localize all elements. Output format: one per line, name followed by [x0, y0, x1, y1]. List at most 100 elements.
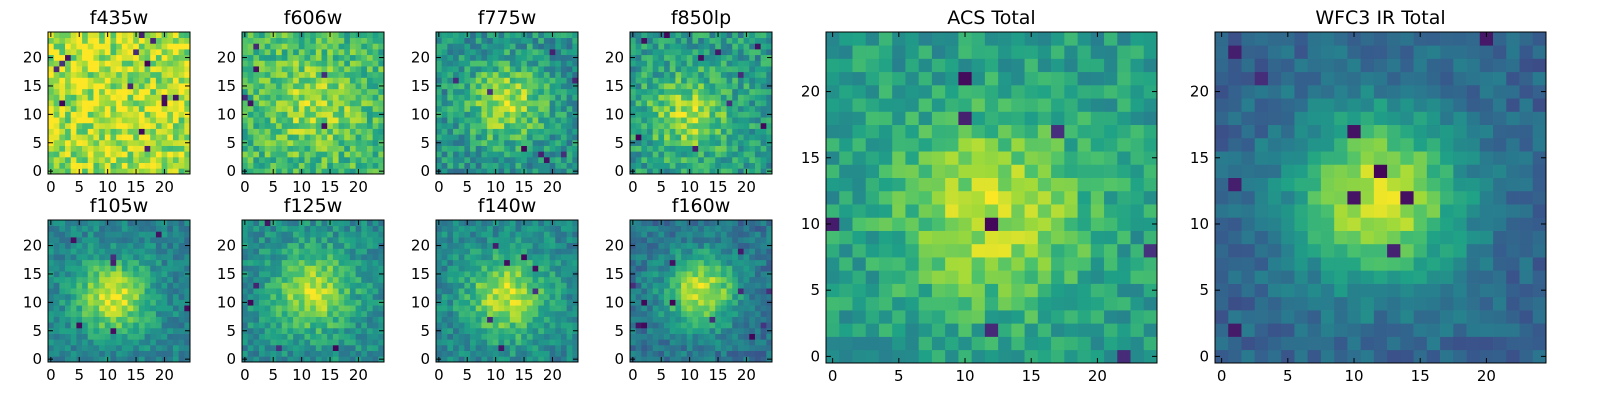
heatmap-cell — [481, 259, 488, 266]
heatmap-cell — [532, 225, 539, 232]
heatmap-cell — [53, 282, 60, 289]
heatmap-cell — [647, 339, 654, 346]
heatmap-cell — [526, 282, 533, 289]
heatmap-cell — [532, 37, 539, 44]
heatmap-cell — [566, 37, 573, 44]
heatmap-cell — [509, 299, 516, 306]
heatmap-cell — [481, 43, 488, 50]
heatmap-cell — [464, 37, 471, 44]
heatmap-cell — [572, 316, 579, 323]
heatmap-cell — [698, 83, 705, 90]
heatmap-cell — [572, 117, 579, 124]
heatmap-cell — [715, 71, 722, 78]
heatmap-cell — [526, 265, 533, 272]
heatmap-cell — [647, 100, 654, 107]
heatmap-cell — [572, 333, 579, 340]
heatmap-cell — [99, 66, 106, 73]
heatmap-cell — [372, 168, 379, 175]
heatmap-cell — [549, 105, 556, 112]
heatmap-cell — [161, 225, 168, 232]
heatmap-cell — [760, 49, 767, 56]
heatmap-cell — [259, 168, 266, 175]
heatmap-cell — [253, 339, 260, 346]
heatmap-cell — [150, 151, 157, 158]
heatmap-cell — [526, 276, 533, 283]
heatmap-cell — [641, 162, 648, 169]
heatmap-cell — [53, 139, 60, 146]
heatmap-cell — [481, 333, 488, 340]
heatmap-cell — [532, 100, 539, 107]
heatmap-cell — [675, 356, 682, 363]
heatmap-cell — [549, 276, 556, 283]
heatmap-cell — [635, 37, 642, 44]
heatmap-cell — [87, 111, 94, 118]
heatmap-cell — [641, 105, 648, 112]
heatmap-cell — [48, 156, 55, 163]
heatmap-cell — [310, 43, 317, 50]
heatmap-cell — [560, 254, 567, 261]
heatmap-cell — [76, 156, 83, 163]
heatmap-cell — [715, 282, 722, 289]
heatmap-cell — [138, 293, 145, 300]
heatmap-cell — [492, 271, 499, 278]
y-tick-label: 0 — [420, 350, 430, 368]
heatmap-cell — [259, 43, 266, 50]
y-tick-label: 10 — [411, 105, 430, 123]
heatmap-cell — [698, 88, 705, 95]
heatmap-cell — [259, 339, 266, 346]
heatmap-cell — [349, 265, 356, 272]
heatmap-cell — [766, 66, 773, 73]
heatmap-cell — [53, 117, 60, 124]
heatmap-cell — [447, 32, 454, 39]
heatmap-cell — [242, 231, 249, 238]
heatmap-cell — [161, 43, 168, 50]
heatmap-cell — [304, 71, 311, 78]
heatmap-cell — [344, 168, 351, 175]
heatmap-cell — [281, 54, 288, 61]
heatmap-cell — [242, 350, 249, 357]
heatmap-cell — [669, 54, 676, 61]
heatmap-cell — [172, 100, 179, 107]
heatmap-cell — [65, 49, 72, 56]
heatmap-cell — [65, 259, 72, 266]
heatmap-cell — [652, 128, 659, 135]
heatmap-cell — [338, 156, 345, 163]
heatmap-cell — [87, 83, 94, 90]
heatmap-cell — [543, 66, 550, 73]
heatmap-cell — [247, 254, 254, 261]
heatmap-cell — [59, 259, 66, 266]
heatmap-cell — [82, 254, 89, 261]
heatmap-cell — [361, 88, 368, 95]
heatmap-cell — [732, 88, 739, 95]
heatmap-cell — [253, 310, 260, 317]
heatmap-cell — [178, 248, 185, 255]
heatmap-cell — [436, 122, 443, 129]
heatmap-cell — [259, 333, 266, 340]
heatmap-cell — [116, 356, 123, 363]
heatmap-cell — [526, 248, 533, 255]
heatmap-cell — [281, 162, 288, 169]
heatmap-cell — [538, 344, 545, 351]
heatmap-cell — [104, 231, 111, 238]
heatmap-cell — [760, 122, 767, 129]
heatmap-cell — [703, 151, 710, 158]
heatmap-cell — [664, 276, 671, 283]
heatmap-cell — [93, 276, 100, 283]
heatmap-cell — [749, 105, 756, 112]
heatmap-cell — [184, 88, 191, 95]
heatmap-cell — [664, 322, 671, 329]
heatmap-cell — [87, 49, 94, 56]
heatmap-cell — [110, 100, 117, 107]
heatmap-cell — [253, 83, 260, 90]
heatmap-cell — [110, 156, 117, 163]
heatmap-cell — [48, 151, 55, 158]
heatmap-cell — [749, 310, 756, 317]
heatmap-cell — [161, 237, 168, 244]
heatmap-cell — [447, 37, 454, 44]
heatmap-cell — [310, 151, 317, 158]
heatmap-cell — [161, 100, 168, 107]
heatmap-cell — [487, 305, 494, 312]
heatmap-cell — [178, 282, 185, 289]
heatmap-cell — [155, 111, 162, 118]
heatmap-cell — [630, 122, 637, 129]
